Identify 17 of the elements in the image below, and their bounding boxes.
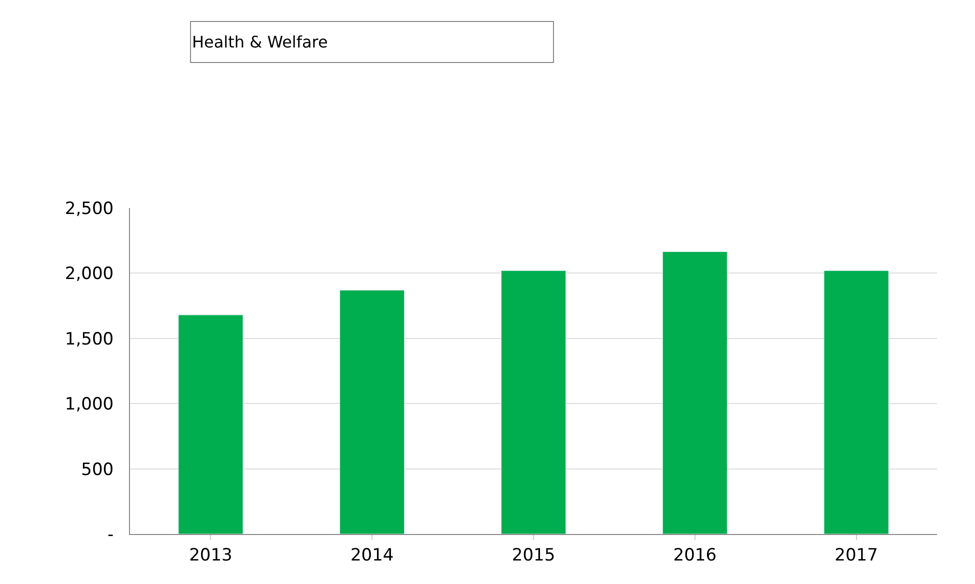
y-tick-label: 2,000 [64,264,114,284]
x-tick-label: 2013 [189,545,232,566]
bar [500,270,566,534]
bar [662,251,728,534]
bar [340,290,405,534]
y-tick-label: 1,000 [64,394,114,415]
x-tick-label: 2015 [512,545,556,566]
x-tick-label: 2017 [834,545,878,566]
y-tick-label: 500 [81,460,114,480]
chart-title: Health & Welfare [192,32,328,52]
bar [824,270,889,534]
y-tick-label: - [107,524,114,545]
x-tick-label: 2014 [350,545,394,566]
y-tick-label: 2,500 [64,198,114,219]
y-tick-label: 1,500 [64,329,114,350]
bar [178,314,244,534]
x-tick-label: 2016 [673,545,717,566]
